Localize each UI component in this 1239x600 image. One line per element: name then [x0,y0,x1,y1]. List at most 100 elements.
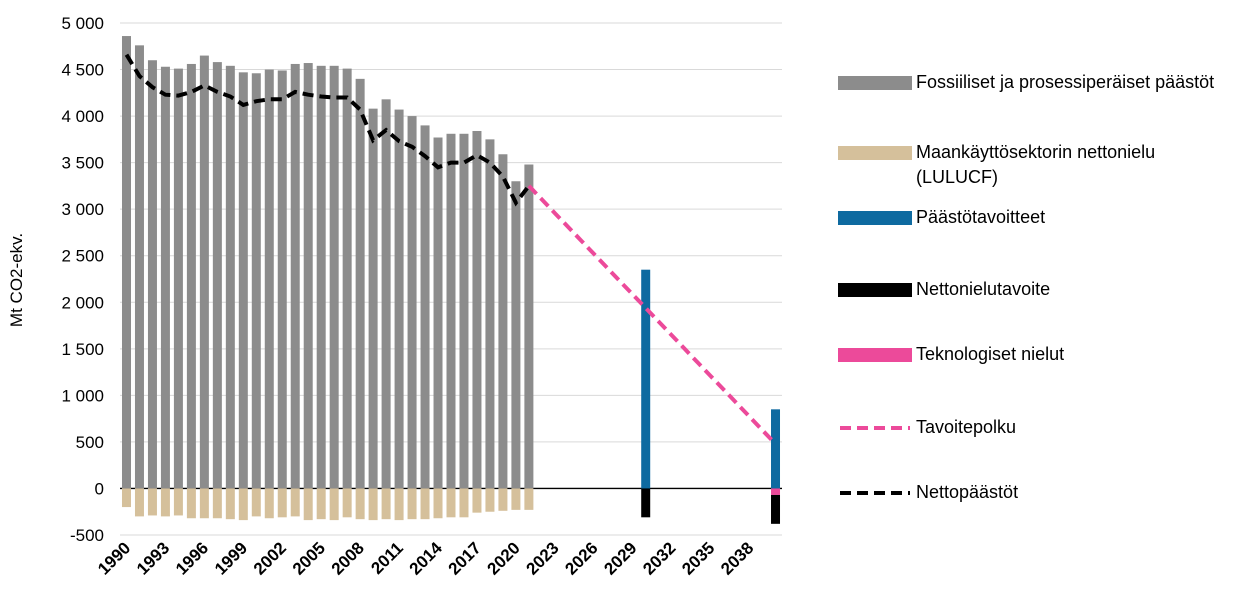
legend-label: Nettonielutavoite [916,279,1051,299]
x-tick-label: 2029 [600,538,640,578]
bar [485,488,495,512]
y-tick-label: 4 000 [61,107,104,126]
legend-swatch [840,426,910,430]
x-tick-label: 2032 [639,538,679,578]
x-tick-label: 1993 [133,538,173,578]
x-tick-label: 2020 [484,538,524,578]
bar [472,130,482,489]
bar [134,45,144,489]
y-tick-label: 2 000 [61,293,104,312]
bar [381,488,391,520]
bar [524,488,534,510]
legend-label: Päästötavoitteet [916,207,1046,227]
bar [771,494,781,524]
legend-swatch [838,211,912,225]
x-tick-label: 2017 [445,538,485,578]
bar [498,488,508,511]
x-tick-label: 2014 [406,538,447,579]
y-tick-label: 500 [76,433,104,452]
bar [212,488,222,519]
bar [225,488,235,520]
bar [511,488,521,510]
bar [290,488,300,517]
legend-rect [838,146,912,160]
bar [641,488,651,518]
bar [329,488,339,521]
bar [199,55,209,489]
bar [394,488,404,521]
x-tick-label: 1999 [211,538,251,578]
legend-item: Nettonielutavoite [838,277,1228,302]
legend-label: Maankäyttösektorin nettonielu (LULUCF) [916,142,1156,187]
legend-label: Teknologiset nielut [916,344,1065,364]
legend-label: Fossiiliset ja prosessiperäiset päästöt [916,72,1215,92]
legend-rect [838,211,912,225]
bar [355,488,365,520]
bar [329,65,339,489]
y-tick-label: 2 500 [61,247,104,266]
bar [407,488,417,520]
y-tick-label: 3 000 [61,200,104,219]
bar [264,69,274,489]
bar [277,488,287,518]
legend-rect [838,76,912,90]
bar [238,72,248,489]
y-tick-label: 0 [95,479,104,498]
bar [342,68,352,489]
bar [160,488,170,517]
legend-item: Maankäyttösektorin nettonielu (LULUCF) [838,140,1228,190]
legend-item: Nettopäästöt [838,480,1228,505]
x-tick-label: 2005 [289,538,329,578]
bar [420,488,430,520]
y-tick-label: 3 500 [61,154,104,173]
bar [381,99,391,489]
x-tick-label: 2011 [367,538,407,578]
bar [641,269,651,489]
legend-label: Tavoitepolku [916,417,1017,437]
bar [316,65,326,489]
x-tick-label: 2008 [328,538,368,578]
x-tick-label: 2023 [522,538,562,578]
bar [238,488,248,521]
bar [303,488,313,521]
bar [277,70,287,489]
bar [173,488,183,516]
bar [147,488,157,516]
bar [498,154,508,489]
y-tick-label: 5 000 [61,14,104,33]
bar [355,78,365,489]
legend-label: Nettopäästöt [916,482,1019,502]
bar [225,65,235,489]
bar [524,164,534,489]
legend-swatch [838,76,912,90]
legend-item: Tavoitepolku [838,415,1228,440]
bar [186,63,196,489]
x-tick-label: 2026 [561,538,601,578]
bar [251,73,261,489]
bar [147,60,157,489]
legend-rect [838,283,912,297]
bar [472,488,482,513]
bar [433,137,443,489]
bar [394,109,404,489]
y-tick-label: 4 500 [61,61,104,80]
legend-swatch [838,146,912,160]
bar [771,488,781,495]
bar [459,133,469,489]
bar [368,108,378,489]
legend-item: Päästötavoitteet [838,205,1228,230]
bar [433,488,443,519]
bar [173,68,183,489]
bar [303,63,313,489]
x-tick-label: 1996 [172,538,212,578]
bar [771,409,781,489]
legend-rect [838,348,912,362]
bar [342,488,352,518]
bar [160,66,170,489]
line [527,184,777,446]
legend-swatch [838,348,912,362]
bar [121,36,131,489]
bar [251,488,261,517]
